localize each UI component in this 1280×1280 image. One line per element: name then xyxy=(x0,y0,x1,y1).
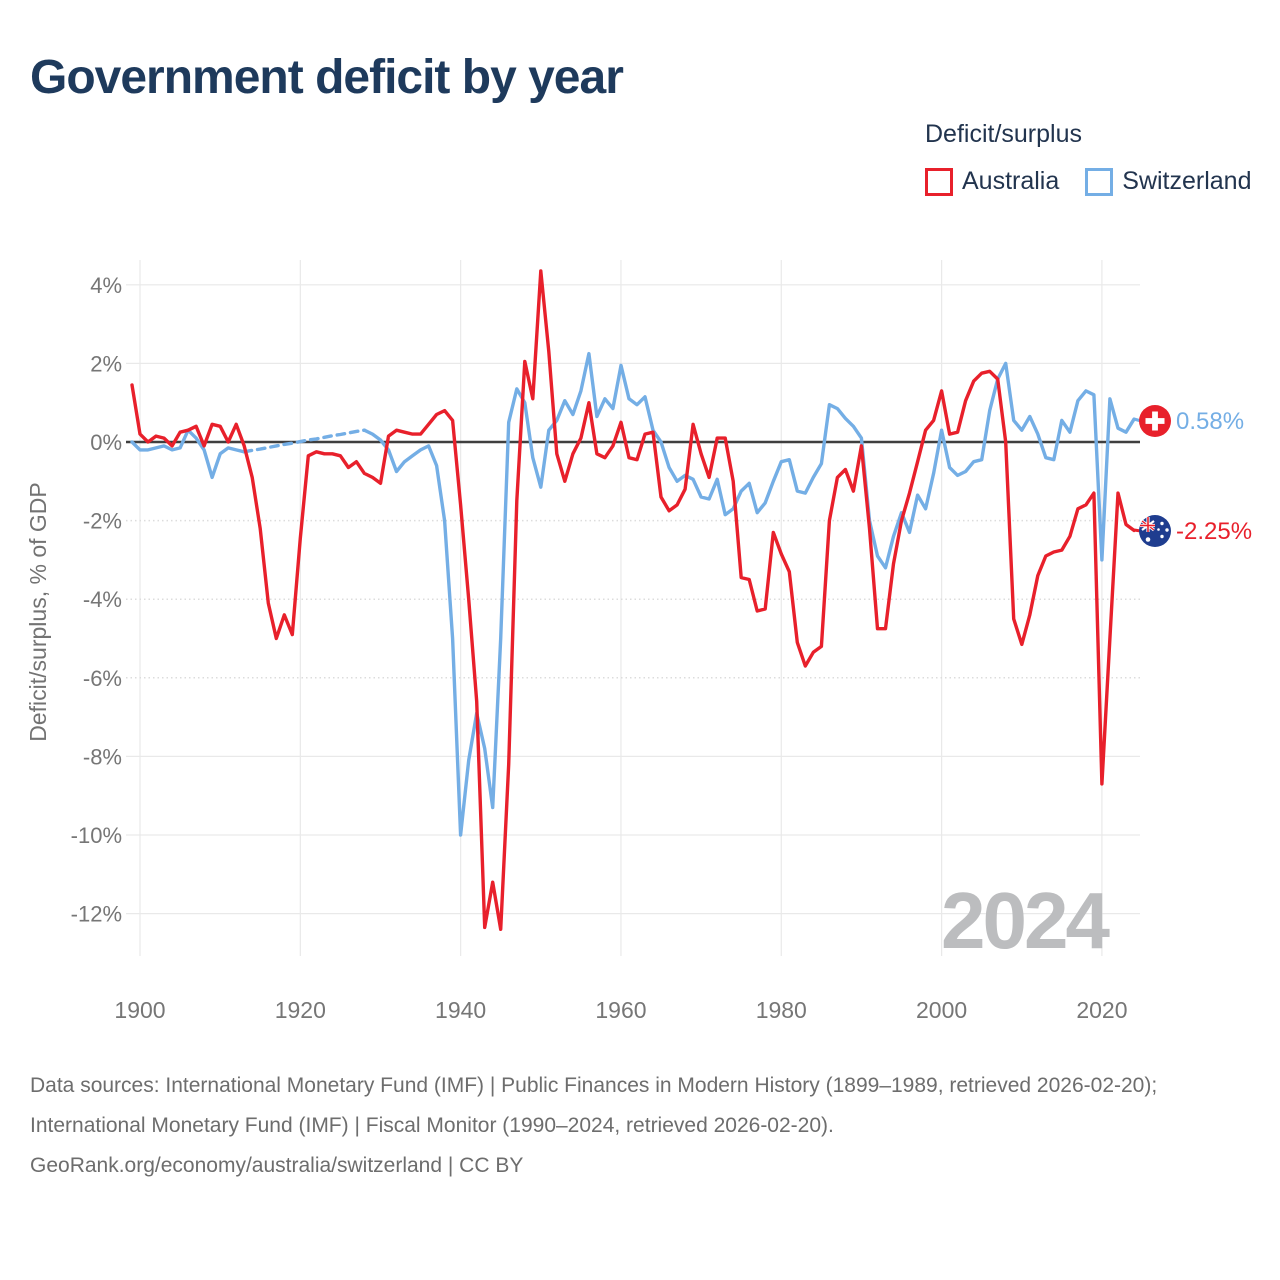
legend-item-australia[interactable]: Australia xyxy=(925,167,1059,196)
svg-text:4%: 4% xyxy=(90,273,122,298)
legend: Deficit/surplus Australia Switzerland xyxy=(925,120,1255,196)
svg-text:2%: 2% xyxy=(90,351,122,376)
svg-text:1900: 1900 xyxy=(114,997,165,1023)
switzerland-end-label: 0.58% xyxy=(1176,408,1244,435)
svg-text:-4%: -4% xyxy=(83,587,122,612)
svg-text:0%: 0% xyxy=(90,430,122,455)
attribution-text: GeoRank.org/economy/australia/switzerlan… xyxy=(30,1154,524,1177)
gridlines xyxy=(126,260,1140,956)
legend-row: Australia Switzerland xyxy=(925,167,1255,196)
watermark-year: 2024 xyxy=(941,876,1110,965)
data-series-lines xyxy=(130,269,1136,931)
australia-swatch-icon xyxy=(925,167,953,196)
australia-flag-icon xyxy=(1139,515,1171,547)
switzerland-swatch-icon xyxy=(1085,167,1114,196)
svg-text:-12%: -12% xyxy=(71,902,122,927)
y-axis-title: Deficit/surplus, % of GDP xyxy=(25,482,51,741)
page-title: Government deficit by year xyxy=(30,51,624,104)
legend-label-australia: Australia xyxy=(962,167,1060,195)
data-sources-text: Data sources: International Monetary Fun… xyxy=(30,1074,1158,1137)
svg-text:-10%: -10% xyxy=(71,823,122,848)
switzerland-flag-icon xyxy=(1139,405,1171,437)
australia-end-label: -2.25% xyxy=(1176,518,1252,545)
svg-text:-2%: -2% xyxy=(83,509,122,534)
svg-text:2000: 2000 xyxy=(916,997,967,1023)
svg-text:2020: 2020 xyxy=(1076,997,1127,1023)
svg-text:-8%: -8% xyxy=(83,744,122,769)
svg-text:1960: 1960 xyxy=(595,997,646,1023)
axis-tick-labels: 1900 1920 1940 1960 1980 2000 2020 4% 2% 0% -2% -4%… xyxy=(71,273,1128,1023)
legend-label-switzerland: Switzerland xyxy=(1122,167,1252,195)
footer: Data sources: International Monetary Fun… xyxy=(30,1066,1245,1186)
legend-item-switzerland[interactable]: Switzerland xyxy=(1085,167,1252,196)
svg-text:1920: 1920 xyxy=(275,997,326,1023)
deficit-line-chart: 2024 1900 1920 1940 1960 1980 2000 2020 4% 2% 0% -… xyxy=(25,260,1252,1023)
svg-text:1940: 1940 xyxy=(435,997,486,1023)
svg-text:-6%: -6% xyxy=(83,666,122,691)
svg-text:1980: 1980 xyxy=(756,997,807,1023)
legend-title: Deficit/surplus xyxy=(925,120,1082,148)
